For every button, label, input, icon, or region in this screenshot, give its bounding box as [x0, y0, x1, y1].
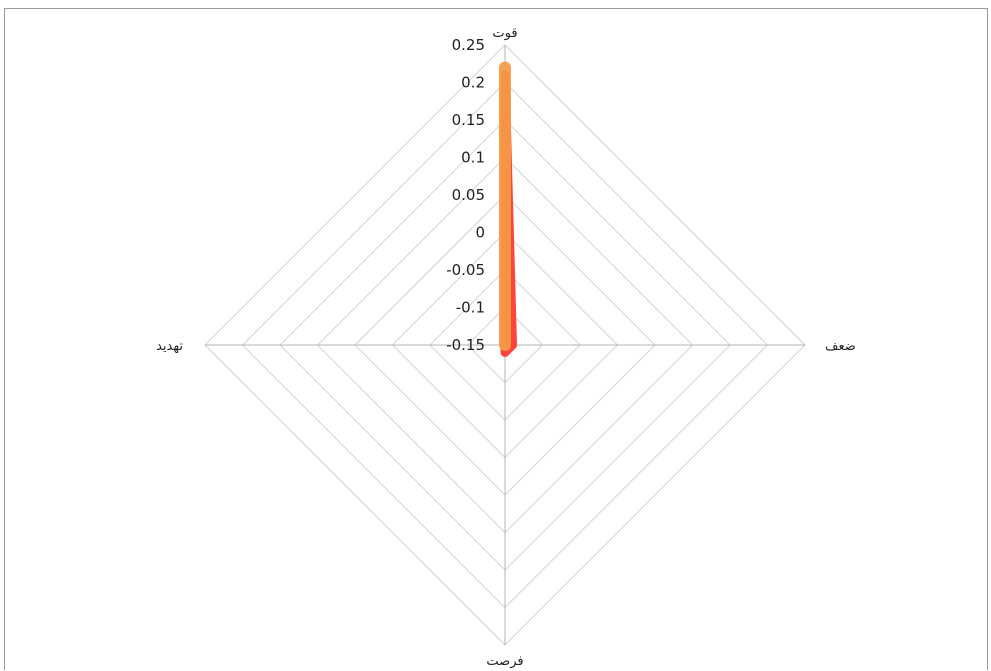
tick-label: -0.05 — [446, 261, 485, 279]
tick-label: -0.1 — [456, 299, 485, 317]
tick-label: 0.2 — [461, 74, 485, 92]
radar-tick-labels: 0.25 0.2 0.15 0.1 0.05 0 -0.05 -0.1 -0.15 — [446, 36, 485, 354]
radar-series — [499, 61, 517, 357]
category-label: ضعف — [825, 339, 856, 354]
category-label: قوت — [492, 26, 517, 41]
tick-label: 0.25 — [452, 36, 485, 54]
category-label: فرصت — [486, 654, 523, 669]
tick-label: 0.15 — [452, 111, 485, 129]
radar-category-labels: قوت ضعف فرصت تهدید — [156, 26, 856, 669]
tick-label: 0.1 — [461, 149, 485, 167]
category-label: تهدید — [156, 339, 183, 354]
tick-label: -0.15 — [446, 336, 485, 354]
tick-label: 0 — [475, 224, 485, 242]
chart-frame — [4, 8, 988, 670]
tick-label: 0.05 — [452, 186, 485, 204]
